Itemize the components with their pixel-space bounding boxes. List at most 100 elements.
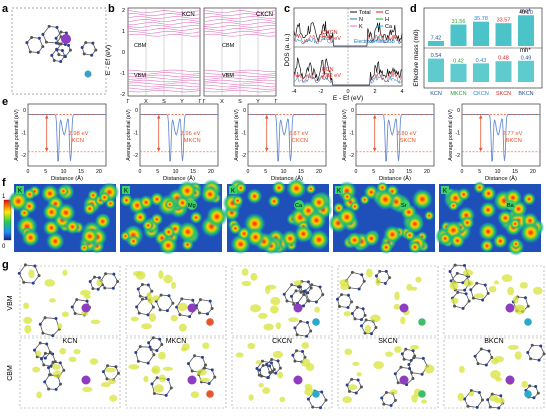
dos-xtick: -2 — [319, 89, 324, 95]
atom — [270, 357, 274, 361]
atom — [276, 359, 280, 363]
orbital-lobe — [410, 344, 420, 350]
atom — [396, 381, 400, 385]
potassium-atom — [187, 303, 197, 313]
elf-dopant-label: Ca — [295, 203, 303, 209]
atom — [483, 283, 487, 287]
orbital-lobe — [424, 364, 435, 374]
orbital-lobe — [241, 280, 252, 287]
atom — [382, 402, 386, 406]
bar-value-mh: 0.49 — [521, 55, 532, 61]
atom — [36, 50, 40, 54]
atom — [378, 269, 382, 273]
atom — [400, 352, 404, 356]
orbital-lobe — [151, 365, 161, 375]
atom — [471, 296, 475, 300]
atom — [456, 290, 460, 294]
orbital-lobe — [493, 355, 504, 363]
dopant-atom — [206, 318, 214, 326]
elf-blob — [519, 221, 542, 244]
atom — [453, 263, 457, 267]
atom — [193, 354, 197, 358]
atom — [350, 312, 354, 316]
orbital-lobe — [468, 391, 475, 397]
atom — [345, 383, 349, 387]
atom — [41, 32, 45, 36]
orbital-lobe — [235, 352, 244, 358]
elf-blob — [383, 225, 402, 244]
atom — [305, 334, 309, 338]
dopant-atom — [312, 390, 320, 398]
elf-blob — [45, 231, 65, 251]
bar-value-mh: 0.48 — [498, 56, 509, 62]
vbm-label-kcn: VBM — [134, 73, 146, 79]
atom — [62, 368, 66, 372]
atom — [152, 392, 156, 396]
orbital-lobe — [532, 286, 543, 295]
atom — [292, 302, 296, 306]
orbital-lobe — [385, 351, 394, 357]
orbital-vbm-bkcn — [443, 263, 545, 337]
potential-xtick: 15 — [190, 169, 196, 175]
legend-entry: C — [385, 10, 389, 16]
atom — [324, 398, 328, 402]
atom — [298, 285, 302, 289]
elf-blob — [164, 199, 176, 210]
atom — [293, 359, 297, 363]
potential-ytick: 0 — [351, 108, 354, 114]
atom — [114, 365, 118, 369]
potential-frame — [461, 103, 541, 167]
elf-atom-label: K — [231, 189, 235, 195]
potential-panels: Average potential (eV) 0-1-20 5 10 15 20Dista… — [14, 103, 541, 182]
orbital-name: KCN — [63, 338, 78, 345]
bond-ring — [42, 25, 62, 44]
orbital-lobe — [177, 302, 188, 312]
orbital-lobe — [406, 283, 413, 291]
elf-atom-label: K — [443, 189, 447, 195]
orbital-lobe — [135, 270, 146, 280]
atom — [380, 396, 384, 400]
elf-blob — [7, 190, 29, 212]
potential-xtick: 5 — [44, 169, 47, 175]
orbital-vbm-mkcn — [125, 265, 227, 337]
elf-atom-label: K — [18, 189, 22, 195]
potential-xtick: 10 — [61, 169, 67, 175]
potential-name: CKCN — [292, 138, 308, 144]
dos-xlabel: E - Ef (eV) — [333, 95, 363, 102]
elf-blob — [510, 238, 522, 250]
elf-blob — [341, 191, 353, 203]
atom — [448, 269, 452, 273]
atom — [178, 313, 182, 317]
atom — [164, 393, 168, 397]
atom — [191, 298, 195, 302]
atom — [363, 313, 367, 317]
elf-blob — [98, 191, 111, 204]
orbital-lobe — [411, 394, 418, 403]
orbital-lobe — [141, 323, 152, 330]
atom — [208, 299, 212, 303]
atom — [40, 357, 44, 361]
potential-xlabel: Distance (Å) — [163, 175, 195, 182]
potential-ytick: -1 — [133, 131, 138, 137]
atom — [363, 331, 367, 335]
atom — [526, 351, 530, 355]
atom — [80, 45, 84, 49]
atom — [537, 358, 541, 362]
orbital-lobe — [89, 358, 99, 365]
orbital-lobe — [348, 384, 358, 391]
legend-entry: H — [385, 17, 389, 23]
dopant-atom — [524, 318, 532, 326]
orbital-lobe — [109, 394, 118, 402]
atom — [481, 298, 485, 302]
atom — [269, 361, 273, 365]
orbital-lobe — [32, 366, 41, 373]
atom — [357, 287, 361, 291]
elf-blob — [294, 224, 313, 243]
elf-dopant-marker — [400, 200, 410, 210]
band-ytick: 1 — [122, 29, 125, 35]
elf-blob — [56, 202, 76, 223]
bond-ring — [26, 37, 44, 53]
bar-value-me: 45.20 — [519, 10, 533, 16]
panel-f: f 1 0 K K Mg K Ca K Sr K Ba — [2, 177, 545, 256]
orbital-lobe — [143, 375, 149, 383]
